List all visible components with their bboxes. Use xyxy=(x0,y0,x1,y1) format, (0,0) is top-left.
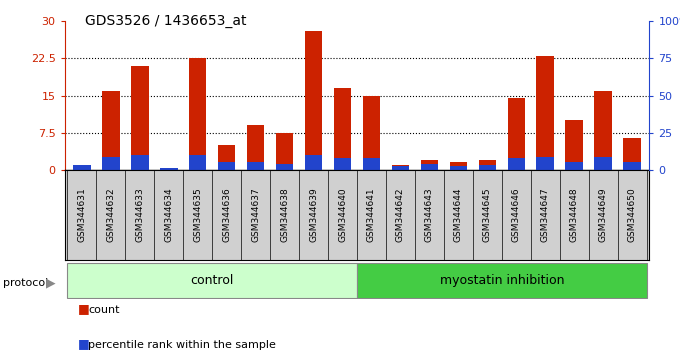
Text: GSM344633: GSM344633 xyxy=(135,188,144,242)
Bar xyxy=(594,156,612,170)
Bar xyxy=(392,165,409,170)
Bar xyxy=(73,165,90,170)
Bar xyxy=(537,56,554,170)
Bar xyxy=(392,166,409,170)
Bar xyxy=(305,31,322,170)
Text: GSM344631: GSM344631 xyxy=(78,188,86,242)
Bar xyxy=(247,125,265,170)
Bar xyxy=(218,145,235,170)
Bar xyxy=(160,169,177,170)
Bar xyxy=(449,166,467,170)
Text: myostatin inhibition: myostatin inhibition xyxy=(439,274,564,287)
Bar xyxy=(479,165,496,170)
Text: GSM344639: GSM344639 xyxy=(309,188,318,242)
Text: ▶: ▶ xyxy=(46,277,56,290)
Text: ■: ■ xyxy=(78,337,90,350)
Text: protocol: protocol xyxy=(3,278,49,288)
Bar xyxy=(102,156,120,170)
Text: GSM344642: GSM344642 xyxy=(396,188,405,242)
Bar xyxy=(131,66,148,170)
Text: GSM344638: GSM344638 xyxy=(280,188,289,242)
Bar xyxy=(67,263,357,298)
Text: GSM344640: GSM344640 xyxy=(338,188,347,242)
Bar xyxy=(363,96,380,170)
Text: GSM344634: GSM344634 xyxy=(165,188,173,242)
Text: GSM344650: GSM344650 xyxy=(628,188,636,242)
Bar xyxy=(421,160,438,170)
Text: ■: ■ xyxy=(78,302,90,315)
Bar xyxy=(131,155,148,170)
Text: GSM344646: GSM344646 xyxy=(512,188,521,242)
Text: GSM344637: GSM344637 xyxy=(251,188,260,242)
Text: GSM344641: GSM344641 xyxy=(367,188,376,242)
Bar xyxy=(276,164,293,170)
Bar xyxy=(537,156,554,170)
Bar xyxy=(218,162,235,170)
Bar xyxy=(189,155,207,170)
Bar xyxy=(566,120,583,170)
Text: GSM344643: GSM344643 xyxy=(425,188,434,242)
Bar xyxy=(507,98,525,170)
Bar xyxy=(449,162,467,170)
Text: GSM344632: GSM344632 xyxy=(107,188,116,242)
Bar xyxy=(189,58,207,170)
Bar xyxy=(276,133,293,170)
Bar xyxy=(334,158,351,170)
Text: GSM344649: GSM344649 xyxy=(598,188,607,242)
Bar xyxy=(566,162,583,170)
Bar xyxy=(624,138,641,170)
Bar xyxy=(160,168,177,170)
Bar xyxy=(479,160,496,170)
Text: control: control xyxy=(190,274,234,287)
Bar xyxy=(305,155,322,170)
Bar xyxy=(363,158,380,170)
Bar xyxy=(73,165,90,170)
Text: GSM344636: GSM344636 xyxy=(222,188,231,242)
Bar xyxy=(334,88,351,170)
Text: GSM344635: GSM344635 xyxy=(193,188,202,242)
Text: GSM344648: GSM344648 xyxy=(570,188,579,242)
Bar xyxy=(421,164,438,170)
Bar xyxy=(624,162,641,170)
Bar xyxy=(507,158,525,170)
Bar xyxy=(102,91,120,170)
Text: GSM344644: GSM344644 xyxy=(454,188,463,242)
Bar xyxy=(247,162,265,170)
Text: percentile rank within the sample: percentile rank within the sample xyxy=(88,341,276,350)
Text: count: count xyxy=(88,305,120,315)
Text: GSM344645: GSM344645 xyxy=(483,188,492,242)
Bar xyxy=(357,263,647,298)
Bar xyxy=(594,91,612,170)
Text: GDS3526 / 1436653_at: GDS3526 / 1436653_at xyxy=(85,14,246,28)
Text: GSM344647: GSM344647 xyxy=(541,188,549,242)
